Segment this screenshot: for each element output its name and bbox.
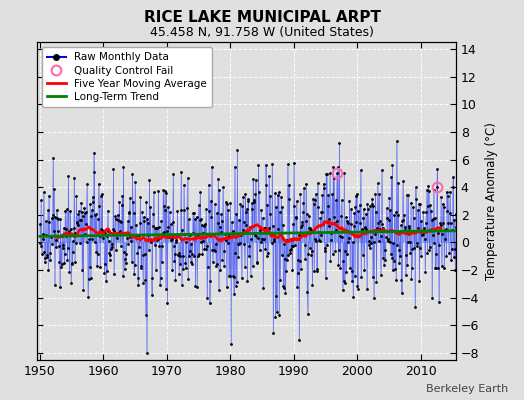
Text: 45.458 N, 91.758 W (United States): 45.458 N, 91.758 W (United States) bbox=[150, 26, 374, 39]
Legend: Raw Monthly Data, Quality Control Fail, Five Year Moving Average, Long-Term Tren: Raw Monthly Data, Quality Control Fail, … bbox=[42, 47, 212, 107]
Text: Berkeley Earth: Berkeley Earth bbox=[426, 384, 508, 394]
Y-axis label: Temperature Anomaly (°C): Temperature Anomaly (°C) bbox=[485, 122, 498, 280]
Text: RICE LAKE MUNICIPAL ARPT: RICE LAKE MUNICIPAL ARPT bbox=[144, 10, 380, 25]
